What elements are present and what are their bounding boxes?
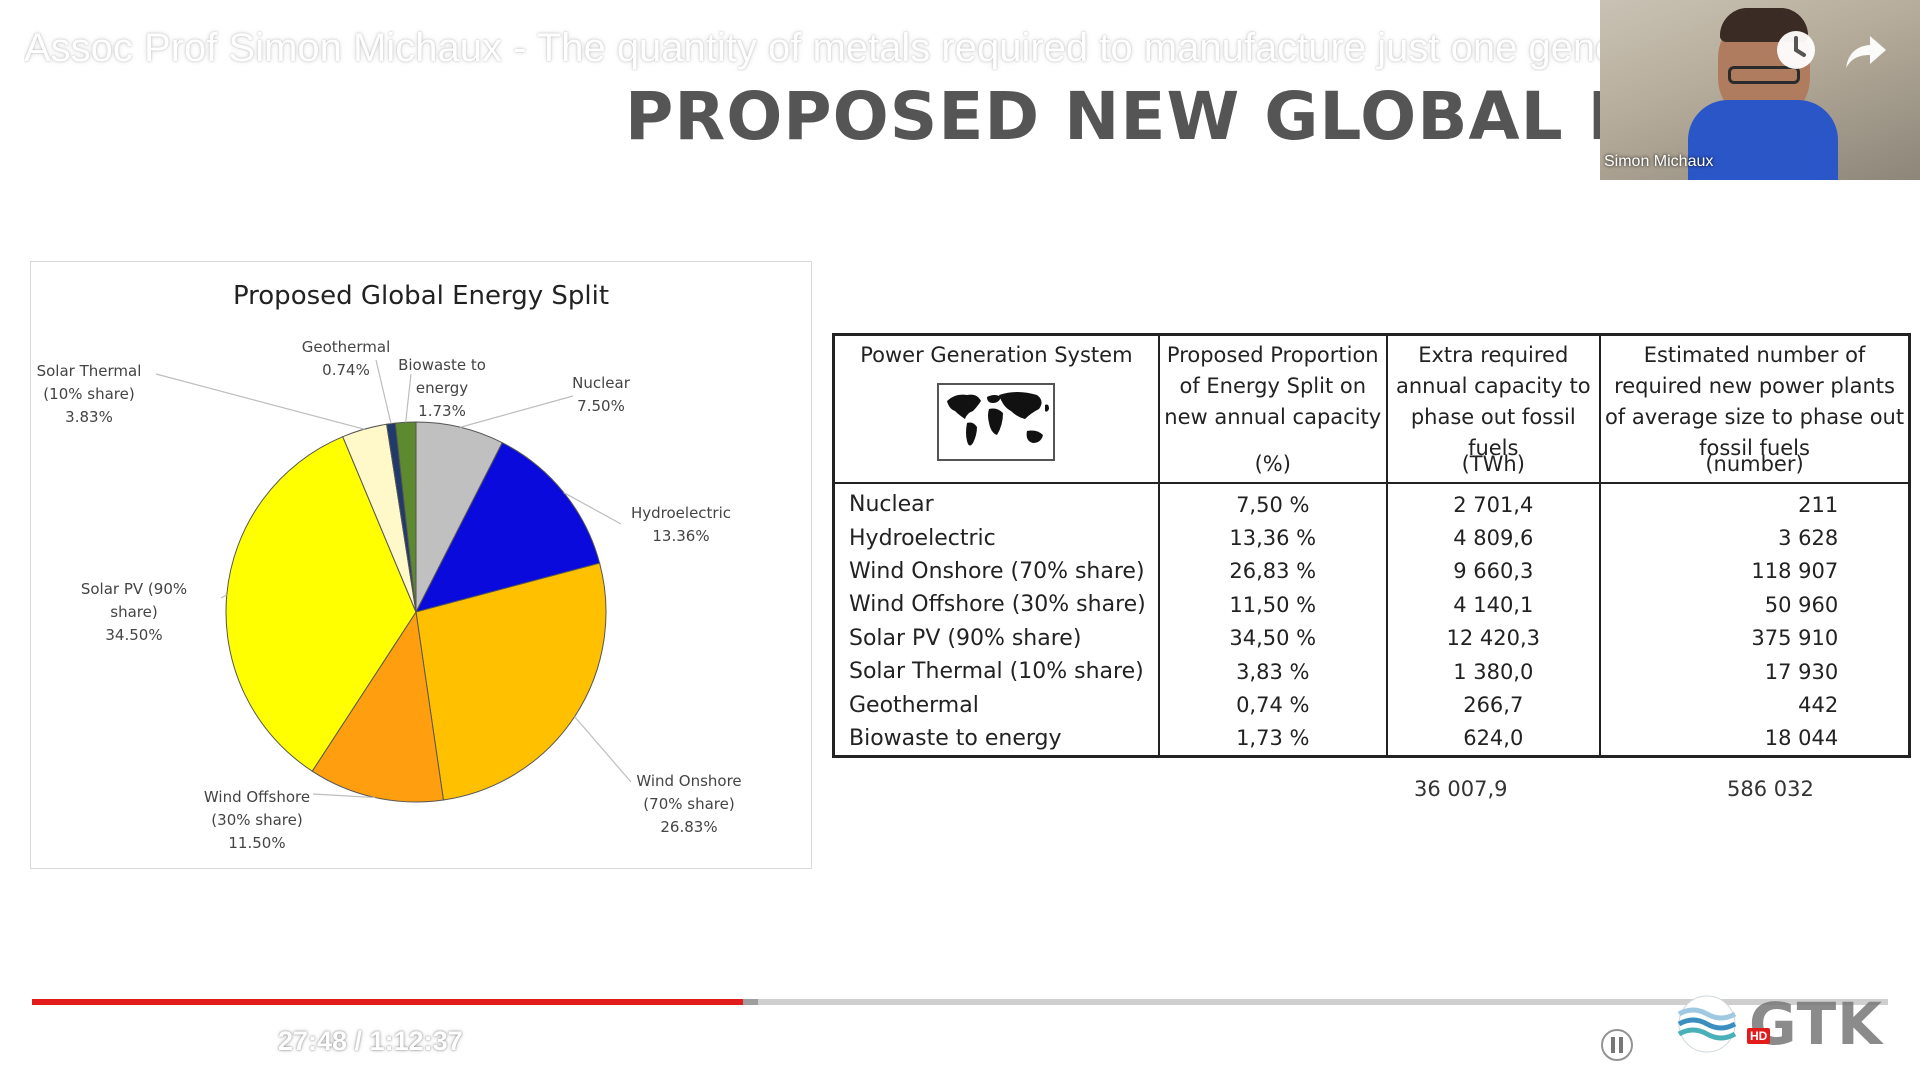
gtk-logo: GTK HD (1665, 990, 1882, 1060)
unit-twh: (TWh) (1461, 452, 1525, 476)
cell-capacity: 4 809,6 (1386, 521, 1601, 555)
cell-system: Wind Onshore (70% share) (833, 554, 1160, 589)
leader-line (375, 359, 392, 424)
logo-wave-icon (1677, 995, 1737, 1053)
hd-badge[interactable]: HD (1747, 1028, 1771, 1044)
pie-slice-wind-onshore-70-share (415, 562, 607, 801)
cell-system: Nuclear (833, 483, 1160, 522)
leader-line (563, 492, 622, 525)
presenter-webcam: Simon Michaux (1600, 0, 1920, 180)
cell-plants: 3 628 (1778, 526, 1839, 551)
slice-label: Solar PV (90% share) 34.50% (81, 580, 187, 644)
cell-capacity: 266,7 (1386, 688, 1601, 722)
cell-system: Wind Offshore (30% share) (833, 588, 1160, 622)
table-row: Biowaste to energy 1,73 % 624,0 18 044 (833, 721, 1910, 757)
table-row: Geothermal 0,74 % 266,7 442 (833, 688, 1910, 722)
clock-icon[interactable] (1774, 28, 1818, 72)
presenter-shirt (1688, 100, 1838, 180)
slice-label: Solar Thermal (10% share) 3.83% (37, 362, 142, 426)
cell-plants: 442 (1798, 693, 1839, 718)
pause-icon[interactable] (1600, 1028, 1634, 1062)
table-row: Solar PV (90% share) 34,50 % 12 420,3 37… (833, 621, 1910, 655)
cell-system: Hydroelectric (833, 521, 1160, 555)
slice-label: Geothermal 0.74% (302, 338, 391, 379)
unit-percent: (%) (1254, 452, 1291, 476)
chart-title: Proposed Global Energy Split (233, 281, 609, 311)
video-progress-bar[interactable] (32, 999, 1888, 1005)
cell-capacity: 4 140,1 (1386, 588, 1601, 622)
time-display: 27:48 / 1:12:37 (278, 1026, 463, 1056)
table-row: Hydroelectric 13,36 % 4 809,6 3 628 (833, 521, 1910, 555)
header-estimated-plants: Estimated number of required new power p… (1599, 334, 1910, 484)
share-arrow-icon[interactable] (1844, 28, 1888, 72)
cell-proportion: 7,50 % (1158, 483, 1388, 522)
world-map-icon (937, 383, 1056, 461)
energy-split-table: Power Generation System Proposed Proport… (832, 333, 1912, 759)
cell-plants: 17 930 (1764, 659, 1839, 684)
cell-plants: 50 960 (1764, 592, 1839, 617)
cell-capacity: 1 380,0 (1386, 654, 1601, 689)
slice-label: Nuclear 7.50% (572, 374, 631, 415)
cell-system: Geothermal (833, 688, 1160, 722)
unit-number: (number) (1705, 452, 1804, 476)
table-row: Wind Offshore (30% share) 11,50 % 4 140,… (833, 588, 1910, 622)
cell-capacity: 2 701,4 (1386, 483, 1601, 522)
cell-proportion: 0,74 % (1158, 688, 1388, 722)
cell-system: Biowaste to energy (833, 721, 1160, 757)
presenter-name: Simon Michaux (1604, 153, 1714, 170)
leader-line (312, 793, 376, 799)
cell-capacity: 624,0 (1386, 721, 1601, 757)
leader-line (460, 395, 574, 428)
slice-label: Biowaste to energy 1.73% (398, 356, 486, 420)
slice-label: Wind Offshore (30% share) 11.50% (204, 788, 310, 852)
cell-proportion: 1,73 % (1158, 721, 1388, 757)
leader-line (574, 716, 632, 783)
cell-system: Solar Thermal (10% share) (833, 654, 1160, 689)
table-row: Wind Onshore (70% share) 26,83 % 9 660,3… (833, 554, 1910, 589)
cell-capacity: 12 420,3 (1386, 621, 1601, 655)
header-power-generation-system: Power Generation System (833, 334, 1160, 484)
cell-proportion: 13,36 % (1158, 521, 1388, 555)
cell-plants: 375 910 (1751, 626, 1839, 651)
pie-slice-wind-offshore-30-share (311, 610, 444, 803)
pie-slice-hydroelectric (415, 442, 601, 613)
header-proposed-proportion: Proposed Proportion of Energy Split on n… (1158, 334, 1388, 484)
video-title[interactable]: Assoc Prof Simon Michaux - The quantity … (24, 26, 1604, 70)
cell-plants: 18 044 (1764, 726, 1839, 751)
table-row: Solar Thermal (10% share) 3,83 % 1 380,0… (833, 654, 1910, 689)
total-plants: 586 032 (1727, 777, 1814, 801)
slice-label: Wind Onshore (70% share) 26.83% (636, 772, 741, 836)
presenter-glasses (1728, 66, 1800, 84)
cell-proportion: 11,50 % (1158, 588, 1388, 622)
pie-chart-panel: Proposed Global Energy Split Nuclear 7.50… (30, 261, 812, 869)
cell-proportion: 34,50 % (1158, 621, 1388, 655)
leader-line (405, 373, 412, 423)
table-row: Nuclear 7,50 % 2 701,4 211 (833, 483, 1910, 522)
total-capacity: 36 007,9 (1414, 777, 1508, 801)
header-extra-capacity: Extra required annual capacity to phase … (1386, 334, 1601, 484)
cell-proportion: 26,83 % (1158, 554, 1388, 589)
progress-played (32, 999, 743, 1005)
leader-line (220, 594, 228, 599)
cell-capacity: 9 660,3 (1386, 554, 1601, 589)
pie-slice-biowaste-to-energy (394, 421, 417, 613)
leader-line (155, 373, 365, 430)
pie-chart: Proposed Global Energy Split Nuclear 7.50… (37, 281, 742, 852)
slice-label: Hydroelectric 13.36% (631, 504, 731, 545)
cell-plants: 211 (1798, 492, 1839, 517)
cell-plants: 118 907 (1751, 559, 1839, 584)
logo-text: GTK (1749, 990, 1884, 1058)
cell-proportion: 3,83 % (1158, 654, 1388, 689)
progress-buffered (742, 999, 758, 1005)
cell-system: Solar PV (90% share) (833, 621, 1160, 655)
